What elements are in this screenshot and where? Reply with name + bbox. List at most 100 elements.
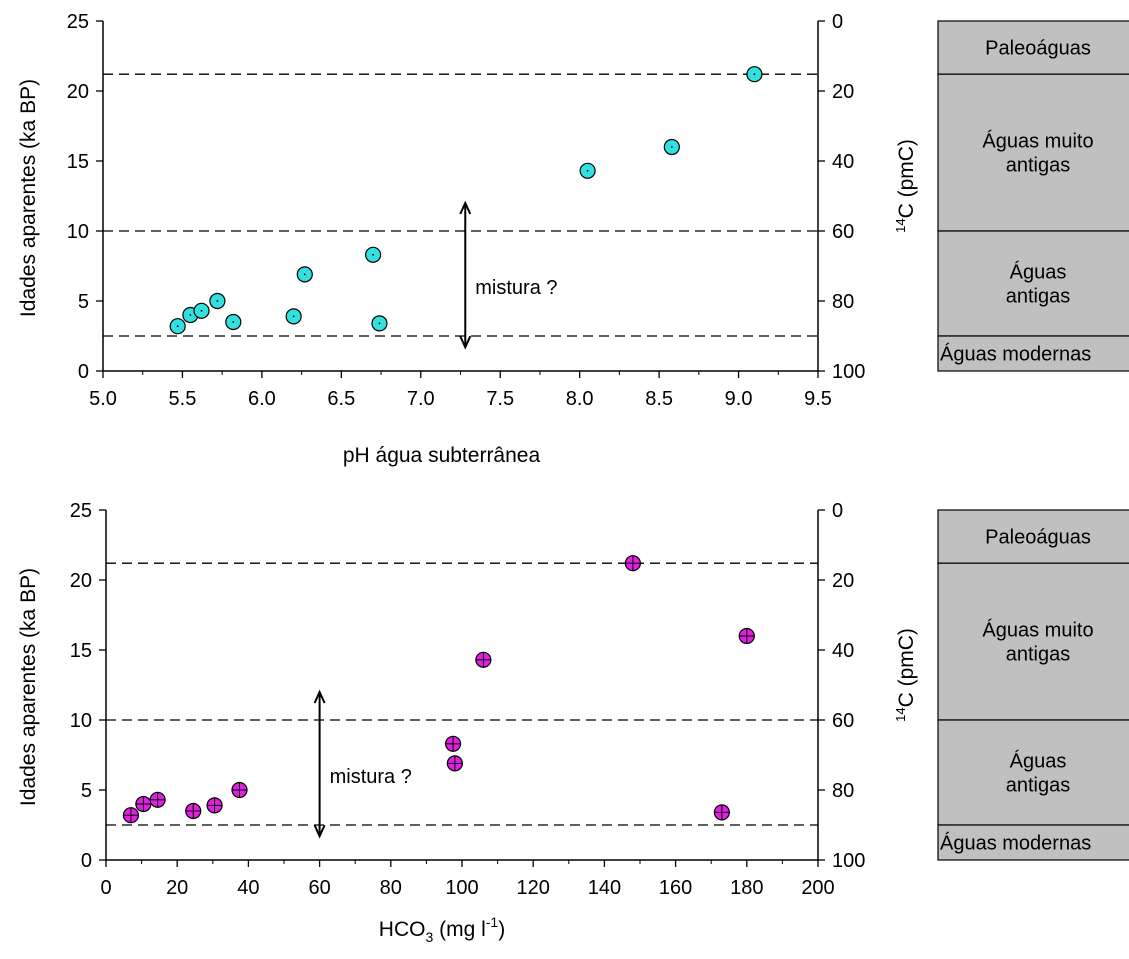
data-point [122, 807, 140, 824]
data-point [206, 797, 223, 814]
x-tick-label: 5.0 [89, 388, 117, 410]
x-tick-label: 6.5 [327, 388, 355, 410]
y2-title-superscript: 14 [893, 707, 908, 721]
data-point-center [292, 315, 295, 318]
data-point-center [216, 300, 219, 302]
data-point-center [189, 314, 192, 316]
x-tick-label: 9.5 [804, 388, 832, 410]
data-point [371, 315, 388, 332]
y-tick-label: 5 [81, 780, 92, 802]
y-tick-label: 15 [67, 151, 89, 173]
data-point [135, 795, 152, 813]
data-point [713, 804, 730, 821]
panel-hco3: 0 20 40 60 80 100 120 140 160 180 200 0 5 10 15 20 25 0 20… [17, 500, 1129, 945]
y2-title-main: C (pmC) [895, 139, 918, 218]
x-tick-label: 8.5 [645, 388, 673, 410]
zone-label-line: antigas [1006, 155, 1071, 177]
zone-label-line: antigas [1006, 775, 1071, 797]
x-tick-label: 8.0 [566, 388, 594, 410]
y-axis-title: Idades aparentes (ka BP) [17, 79, 40, 317]
y2-tick-label: 80 [832, 291, 854, 313]
x-tick-label: 180 [730, 877, 763, 899]
data-point [446, 755, 463, 772]
x-title-end: ) [498, 918, 505, 941]
x-title-sub: 3 [425, 929, 433, 945]
zone-label-line: Águas [1010, 750, 1067, 773]
y2-tick-label: 60 [832, 710, 854, 732]
x-tick-label: 20 [166, 877, 188, 899]
x-tick-label: 100 [445, 877, 478, 899]
mixing-arrow-head-top [459, 200, 472, 215]
y2-tick-label: 40 [832, 151, 854, 173]
x-tick-label: 0 [100, 877, 111, 899]
zone-label-line: Águas [1010, 261, 1067, 284]
data-point [624, 555, 641, 572]
zone-box [937, 73, 1129, 232]
annotation-mistura: mistura ? [475, 277, 557, 299]
zone-label: Águas modernas [940, 343, 1091, 366]
data-point-center [303, 273, 306, 276]
y2-axis-title: 14C (pmC) [893, 628, 918, 722]
x-tick-label: 80 [380, 877, 402, 899]
zone-label: Águas modernas [940, 832, 1091, 855]
x-tick-label: 200 [801, 877, 834, 899]
x-axis-title: HCO3 (mg l-1) [379, 914, 505, 945]
x-tick-label: 40 [237, 877, 259, 899]
y2-title-superscript: 14 [893, 218, 908, 232]
y2-tick-label: 20 [832, 570, 854, 592]
mixing-arrow-head-top [313, 689, 326, 704]
mixing-arrow-head-bottom [459, 335, 472, 350]
x-title-main: HCO [379, 918, 426, 941]
data-point [296, 266, 313, 283]
data-point [475, 651, 492, 668]
y2-tick-label: 80 [832, 780, 854, 802]
annotation-mistura: mistura ? [330, 766, 412, 788]
x-axis-title: pH água subterrânea [343, 444, 541, 467]
data-point [579, 162, 596, 179]
data-point [169, 318, 186, 335]
y-tick-label: 5 [78, 291, 89, 313]
y-tick-label: 25 [70, 500, 92, 522]
y-tick-label: 0 [78, 361, 89, 383]
x-title-sup: -1 [486, 914, 499, 930]
y2-tick-label: 40 [832, 640, 854, 662]
zone-box [937, 719, 1129, 826]
y2-tick-label: 0 [832, 500, 843, 522]
data-point [193, 302, 210, 319]
panel-ph: 5.0 5.5 6.0 6.5 7.0 7.5 8.0 8.5 9.0 9.5 0 5 10 15 20 25… [17, 11, 1129, 467]
zone-box [937, 824, 1129, 861]
y2-tick-label: 100 [832, 361, 865, 383]
mixing-arrow-head-bottom [313, 824, 326, 839]
data-point [209, 292, 226, 310]
data-point [231, 781, 248, 799]
data-point-center [753, 73, 756, 76]
y2-tick-label: 100 [832, 850, 865, 872]
data-point [663, 138, 680, 156]
x-tick-label: 160 [659, 877, 692, 899]
x-tick-label: 6.0 [248, 388, 276, 410]
y-tick-label: 0 [81, 850, 92, 872]
x-tick-label: 9.0 [725, 388, 753, 410]
data-point [149, 791, 166, 808]
y2-tick-label: 0 [832, 11, 843, 33]
y-tick-label: 20 [67, 81, 89, 103]
y-axis-title: Idades aparentes (ka BP) [17, 568, 40, 806]
y2-axis-title: 14C (pmC) [893, 139, 918, 233]
data-point [746, 66, 763, 83]
data-point-center [200, 309, 203, 312]
data-point [225, 313, 242, 331]
y-tick-label: 20 [70, 570, 92, 592]
zone-box [937, 230, 1129, 337]
y-tick-label: 10 [67, 221, 89, 243]
zone-label-line: Águas muito [982, 619, 1093, 642]
y2-title-main: C (pmC) [895, 628, 918, 707]
data-point [185, 802, 202, 820]
data-point [738, 627, 755, 645]
x-tick-label: 140 [588, 877, 621, 899]
data-point-center [586, 169, 589, 172]
zone-box [937, 20, 1129, 75]
x-tick-label: 5.5 [169, 388, 197, 410]
y2-tick-label: 20 [832, 81, 854, 103]
x-tick-label: 7.0 [407, 388, 435, 410]
